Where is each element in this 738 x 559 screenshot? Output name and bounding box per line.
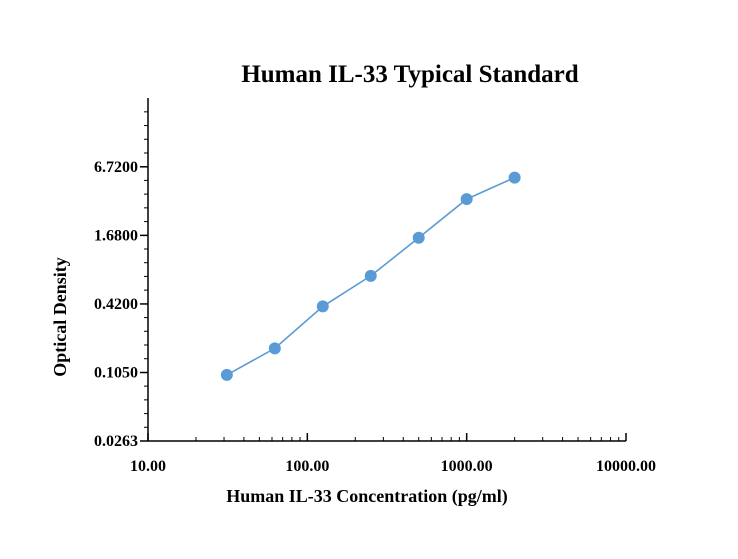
y-tick-label: 0.0263	[94, 433, 138, 450]
x-axis-label: Human IL-33 Concentration (pg/ml)	[226, 486, 508, 507]
data-point	[316, 300, 329, 313]
y-axis-label: Optical Density	[50, 257, 70, 377]
y-tick-label: 0.4200	[94, 296, 138, 313]
data-point	[460, 193, 473, 206]
data-point	[412, 231, 425, 244]
x-tick-label: 1000.00	[441, 458, 493, 475]
data-point	[364, 269, 377, 282]
data-point	[268, 342, 281, 355]
y-tick-label: 0.1050	[94, 365, 138, 382]
data-point	[508, 171, 521, 184]
y-tick-label: 1.6800	[94, 227, 138, 244]
data-point	[220, 368, 233, 381]
y-tick-label: 6.7200	[94, 159, 138, 176]
x-tick-label: 100.00	[285, 458, 329, 475]
x-tick-label: 10.00	[130, 458, 166, 475]
chart-title: Human IL-33 Typical Standard	[241, 61, 578, 88]
plot-area: 10.00 100.00 1000.00 10000.00 0.0263 0.1050 0.…	[94, 98, 656, 475]
x-tick-label: 10000.00	[596, 458, 656, 475]
